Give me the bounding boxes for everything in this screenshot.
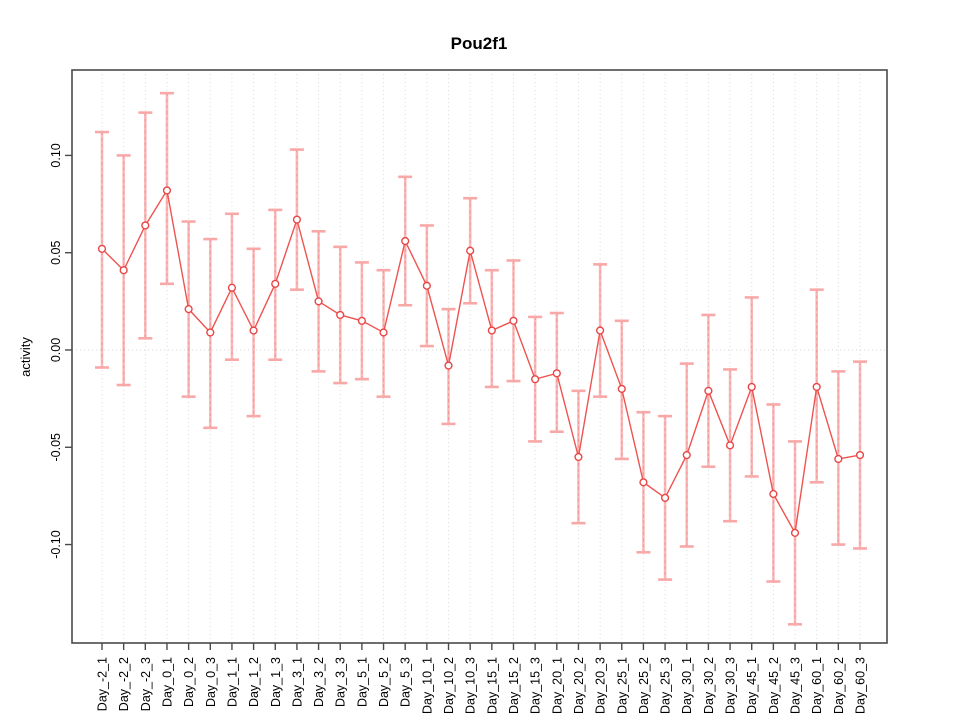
data-point	[141, 221, 150, 230]
data-point	[682, 450, 691, 460]
x-tick-label: Day_45_1	[745, 657, 759, 714]
data-point	[617, 384, 626, 393]
data-point	[97, 244, 107, 253]
data-point	[725, 441, 735, 450]
y-tick-label: 0.10	[49, 143, 63, 167]
data-point	[444, 361, 453, 370]
x-tick-label: Day_-2_1	[96, 657, 110, 711]
data-point	[812, 382, 821, 392]
data-point	[531, 375, 540, 384]
series-layer	[97, 186, 865, 537]
y-tick-label: 0.00	[49, 338, 63, 362]
y-tick-label: 0.05	[49, 240, 63, 264]
data-point	[227, 283, 237, 292]
data-point	[509, 316, 518, 325]
x-tick-label: Day_20_2	[572, 657, 586, 714]
x-tick-label: Day_1_1	[225, 657, 239, 707]
x-tick-label: Day_15_3	[529, 657, 543, 714]
data-point	[336, 310, 345, 320]
x-tick-label: Day_25_3	[659, 657, 673, 714]
data-point	[292, 215, 302, 224]
data-point	[379, 328, 388, 337]
x-tick-label: Day_10_1	[420, 657, 434, 714]
x-tick-label: Day_30_2	[702, 657, 716, 714]
data-point	[552, 369, 561, 378]
data-point	[422, 281, 431, 290]
x-tick-label: Day_45_2	[767, 657, 781, 714]
x-tick-label: Day_3_2	[312, 657, 326, 707]
data-point	[769, 489, 778, 499]
plot-frame	[71, 69, 888, 644]
data-point	[747, 382, 756, 392]
x-tick-label: Day_45_3	[789, 657, 803, 714]
x-tick-label: Day_20_3	[594, 657, 608, 714]
x-tick-label: Day_15_1	[485, 657, 499, 714]
x-tick-label: Day_15_2	[507, 657, 521, 714]
data-point	[206, 328, 215, 337]
x-tick-label: Day_3_3	[334, 657, 348, 707]
x-tick-label: Day_10_3	[464, 657, 478, 714]
x-tick-label: Day_0_2	[182, 657, 196, 707]
chart-title: Pou2f1	[451, 34, 508, 53]
x-tick-label: Day_-2_2	[117, 657, 131, 711]
data-point	[574, 452, 583, 462]
x-tick-label: Day_5_1	[355, 657, 369, 707]
x-tick-label: Day_60_3	[854, 657, 868, 714]
axis-layer: 0.10 0.05 0.00 -0.05 -0.10 Day_-2_1 Day_-2_2 Da…	[49, 69, 888, 714]
data-point	[834, 454, 843, 464]
data-point	[660, 493, 670, 502]
data-point	[596, 326, 605, 335]
x-tick-label: Day_-2_3	[139, 657, 153, 711]
x-tick-label: Day_30_3	[724, 657, 738, 714]
x-tick-label: Day_5_2	[377, 657, 391, 707]
x-tick-label: Day_1_2	[247, 657, 261, 707]
x-tick-label: Day_3_1	[290, 657, 304, 707]
data-point	[855, 450, 865, 460]
data-point	[639, 478, 648, 487]
x-tick-label: Day_0_1	[160, 657, 174, 707]
y-tick-label: -0.10	[49, 530, 63, 559]
data-point	[487, 326, 496, 335]
x-tick-label: Day_5_3	[399, 657, 413, 707]
data-point	[704, 386, 713, 395]
data-point	[401, 236, 410, 246]
series-line	[101, 188, 861, 536]
x-tick-label: Day_25_2	[637, 657, 651, 714]
x-tick-label: Day_60_1	[810, 657, 824, 714]
gridline-layer	[72, 70, 887, 643]
x-tick-label: Day_25_1	[615, 657, 629, 714]
data-point	[357, 316, 366, 325]
y-tick-label: -0.05	[49, 433, 63, 462]
error-bar-layer	[95, 91, 867, 626]
data-point	[314, 297, 323, 306]
x-tick-label: Day_0_3	[204, 657, 218, 707]
y-axis-label: activity	[18, 337, 33, 377]
data-point	[271, 279, 280, 288]
data-point	[466, 246, 475, 255]
x-tick-label: Day_30_1	[680, 657, 694, 714]
x-tick-label: Day_60_2	[832, 657, 846, 714]
x-tick-label: Day_10_2	[442, 657, 456, 714]
data-point	[119, 266, 128, 275]
data-point	[790, 528, 800, 537]
x-tick-label: Day_1_3	[269, 657, 283, 707]
data-point	[162, 186, 172, 195]
data-point	[184, 305, 193, 314]
x-tick-label: Day_20_1	[550, 657, 564, 714]
data-point	[249, 326, 258, 335]
